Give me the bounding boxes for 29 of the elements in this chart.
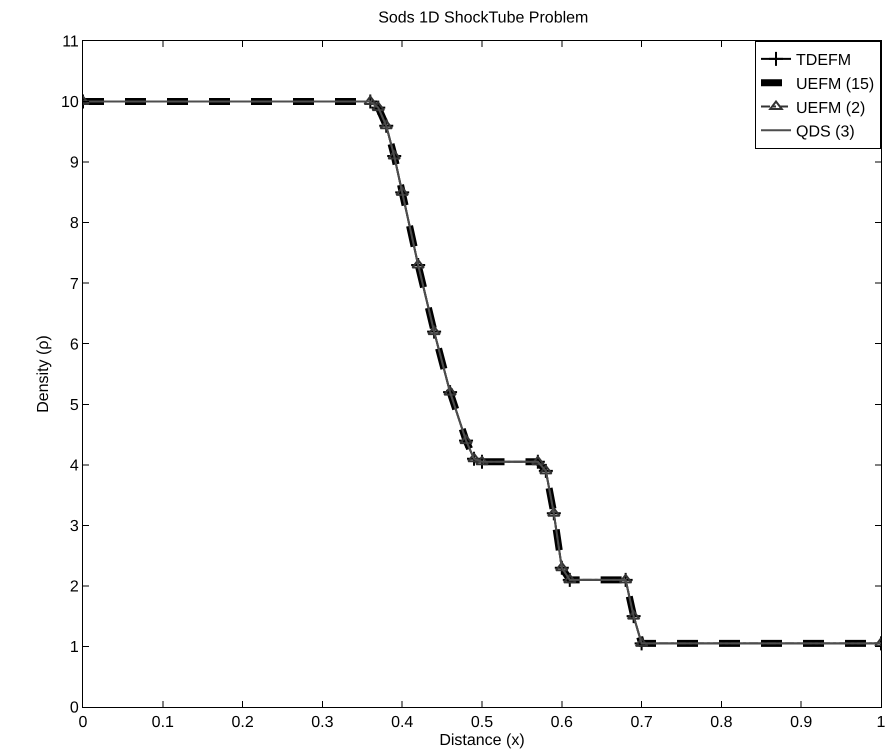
x-tick-label: 0.1 [152,714,174,732]
x-tick-label: 0.5 [470,714,494,732]
legend-label: TDEFM [796,52,852,70]
legend-label: QDS (3) [796,124,855,141]
y-tick-label: 11 [62,34,79,51]
x-axis-title: Distance (x) [439,732,525,749]
y-tick-label: 1 [70,639,79,656]
legend-label: UEFM (2) [796,100,866,117]
chart-title: Sods 1D ShockTube Problem [378,9,588,26]
y-tick-label: 10 [61,94,79,112]
x-tick-label: 0.3 [311,714,334,732]
y-tick-label: 8 [70,215,79,232]
x-tick-label: 0.6 [550,714,574,732]
y-tick-label: 9 [70,154,79,172]
y-tick-label: 3 [70,518,79,535]
x-tick-label: 0.7 [630,714,653,732]
x-tick-label: 0.2 [231,714,254,732]
x-tick-label: 1 [876,714,886,732]
legend-label: UEFM (15) [796,76,874,93]
x-tick-label: 0.8 [710,714,733,732]
y-axis-title: Density (ρ) [34,335,52,413]
x-tick-label: 0.4 [391,714,414,732]
y-tick-label: 0 [70,700,79,717]
y-tick-label: 6 [70,336,79,354]
y-tick-label: 2 [70,578,79,596]
y-tick-label: 5 [70,396,79,414]
x-tick-label: 0.9 [790,714,812,732]
y-tick-label: 4 [70,457,79,474]
y-tick-label: 7 [70,276,79,293]
